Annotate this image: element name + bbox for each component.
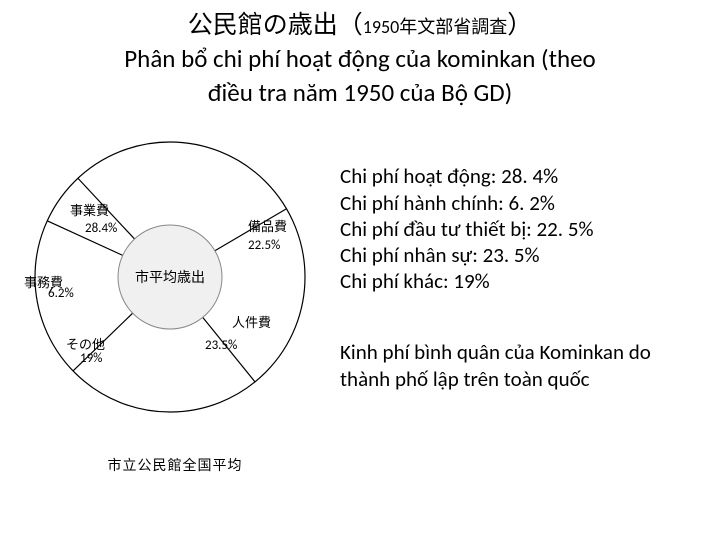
svg-text:6.2%: 6.2% [48, 286, 74, 301]
explain-block: Kinh phí bình quân của Kominkan do thành… [340, 339, 720, 394]
legend-item: Chi phí hành chính: 6. 2% [340, 190, 720, 216]
legend-item: Chi phí hoạt động: 28. 4% [340, 163, 720, 189]
legend-item: Chi phí đầu tư thiết bị: 22. 5% [340, 216, 720, 242]
title-block: 公民館の歳出（1950年文部省調査） Phân bổ chi phí hoạt … [0, 0, 720, 109]
svg-text:19%: 19% [80, 351, 102, 366]
legend-item: Chi phí nhân sự: 23. 5% [340, 242, 720, 268]
title-jp-main: 公民館の歳出（ [188, 9, 363, 40]
svg-text:事業費: 事業費 [70, 203, 109, 219]
title-vi-line1: Phân bổ chi phí hoạt động của kominkan (… [0, 42, 720, 76]
chart-caption-jp: 市立公民館全国平均 [10, 455, 340, 475]
svg-text:22.5%: 22.5% [248, 238, 280, 253]
main-content: 市平均歳出事業費28.4%備品費22.5%人件費23.5%その他19%事務費6.… [0, 127, 720, 475]
pie-chart: 市平均歳出事業費28.4%備品費22.5%人件費23.5%その他19%事務費6.… [10, 127, 340, 437]
title-jp-sub: 1950年文部省調査 [363, 16, 508, 38]
text-column: Chi phí hoạt động: 28. 4%Chi phí hành ch… [340, 127, 720, 475]
chart-column: 市平均歳出事業費28.4%備品費22.5%人件費23.5%その他19%事務費6.… [0, 127, 340, 475]
explain-line2: thành phố lập trên toàn quốc [340, 366, 720, 393]
legend-list: Chi phí hoạt động: 28. 4%Chi phí hành ch… [340, 163, 720, 294]
svg-text:23.5%: 23.5% [205, 338, 237, 353]
svg-text:28.4%: 28.4% [85, 221, 117, 236]
svg-text:市平均歳出: 市平均歳出 [135, 269, 205, 286]
svg-text:備品費: 備品費 [248, 219, 287, 235]
legend-item: Chi phí khác: 19% [340, 268, 720, 294]
title-jp: 公民館の歳出（1950年文部省調査） [0, 8, 720, 42]
title-vi-line2: điều tra năm 1950 của Bộ GD) [0, 76, 720, 110]
svg-text:人件費: 人件費 [232, 316, 271, 331]
explain-line1: Kinh phí bình quân của Kominkan do [340, 339, 720, 366]
title-jp-close: ） [507, 9, 532, 40]
